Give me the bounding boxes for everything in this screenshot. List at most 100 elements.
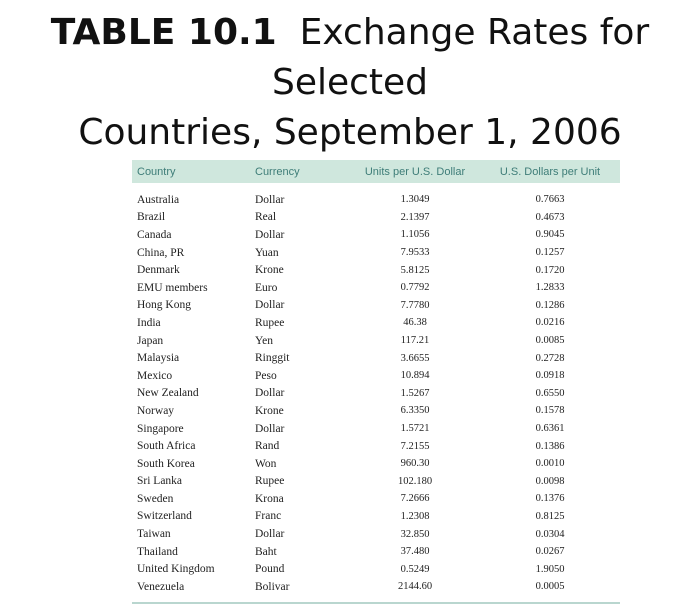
header-usd-per-unit: U.S. Dollars per Unit xyxy=(499,165,601,178)
cell-currency: Krona xyxy=(255,492,284,505)
cell-units-per-usd: 117.21 xyxy=(400,335,430,347)
cell-currency: Bolivar xyxy=(255,580,290,593)
cell-country: Malaysia xyxy=(137,352,180,365)
table-number: TABLE 10.1 xyxy=(50,12,277,53)
cell-usd-per-unit: 1.9050 xyxy=(535,563,565,575)
cell-country: Brazil xyxy=(137,211,166,224)
cell-units-per-usd: 1.5267 xyxy=(400,387,430,399)
cell-currency: Real xyxy=(255,211,277,224)
cell-usd-per-unit: 0.1376 xyxy=(535,493,565,505)
table-row: Sri Lanka Rupee 102.180 0.0098 xyxy=(132,473,620,491)
cell-units-per-usd: 10.894 xyxy=(400,370,430,382)
cell-currency: Won xyxy=(255,457,277,470)
cell-usd-per-unit: 0.0098 xyxy=(535,475,565,487)
title-line-2: Countries, September 1, 2006 xyxy=(78,112,622,153)
cell-usd-per-unit: 0.0085 xyxy=(535,335,565,347)
cell-country: South Korea xyxy=(137,457,195,470)
cell-currency: Yen xyxy=(255,334,274,347)
cell-currency: Rupee xyxy=(255,475,285,488)
table-row: Denmark Krone 5.8125 0.1720 xyxy=(132,261,620,279)
cell-units-per-usd: 2144.60 xyxy=(397,581,433,593)
cell-units-per-usd: 3.6655 xyxy=(400,352,430,364)
cell-currency: Dollar xyxy=(255,387,285,400)
title-line-1: TABLE 10.1 Exchange Rates for Selected xyxy=(0,8,700,108)
table-row: Brazil Real 2.1397 0.4673 xyxy=(132,209,620,227)
table-row: Thailand Baht 37.480 0.0267 xyxy=(132,543,620,561)
cell-currency: Dollar xyxy=(255,422,285,435)
cell-usd-per-unit: 0.1720 xyxy=(535,264,565,276)
table-row: Malaysia Ringgit 3.6655 0.2728 xyxy=(132,349,620,367)
table-row: South Korea Won 960.30 0.0010 xyxy=(132,455,620,473)
cell-units-per-usd: 0.7792 xyxy=(400,282,430,294)
cell-units-per-usd: 5.8125 xyxy=(400,264,430,276)
cell-country: United Kingdom xyxy=(137,563,215,576)
cell-usd-per-unit: 0.0267 xyxy=(535,546,565,558)
table-row: Taiwan Dollar 32.850 0.0304 xyxy=(132,525,620,543)
cell-units-per-usd: 1.5721 xyxy=(400,423,430,435)
cell-units-per-usd: 6.3350 xyxy=(400,405,430,417)
cell-units-per-usd: 7.2155 xyxy=(400,440,430,452)
cell-usd-per-unit: 0.7663 xyxy=(535,194,565,206)
table-row: India Rupee 46.38 0.0216 xyxy=(132,314,620,332)
page-title: TABLE 10.1 Exchange Rates for Selected C… xyxy=(0,8,700,158)
cell-usd-per-unit: 0.1257 xyxy=(535,247,565,259)
cell-currency: Krone xyxy=(255,264,284,277)
cell-usd-per-unit: 0.0005 xyxy=(535,581,565,593)
header-country: Country xyxy=(137,165,176,178)
cell-units-per-usd: 7.7780 xyxy=(400,299,430,311)
table-header-row: Country Currency Units per U.S. Dollar U… xyxy=(132,160,620,183)
cell-units-per-usd: 960.30 xyxy=(400,458,430,470)
cell-country: Sweden xyxy=(137,492,174,505)
table-row: EMU members Euro 0.7792 1.2833 xyxy=(132,279,620,297)
table-row: China, PR Yuan 7.9533 0.1257 xyxy=(132,244,620,262)
table-row: Venezuela Bolivar 2144.60 0.0005 xyxy=(132,578,620,596)
table-row: Japan Yen 117.21 0.0085 xyxy=(132,332,620,350)
cell-currency: Peso xyxy=(255,369,277,382)
cell-usd-per-unit: 0.6550 xyxy=(535,387,565,399)
cell-currency: Baht xyxy=(255,545,277,558)
table-row: Norway Krone 6.3350 0.1578 xyxy=(132,402,620,420)
cell-usd-per-unit: 0.9045 xyxy=(535,229,565,241)
table-row: Australia Dollar 1.3049 0.7663 xyxy=(132,191,620,209)
table-row: Sweden Krona 7.2666 0.1376 xyxy=(132,490,620,508)
cell-usd-per-unit: 0.1578 xyxy=(535,405,565,417)
cell-units-per-usd: 0.5249 xyxy=(400,563,430,575)
cell-country: Thailand xyxy=(137,545,178,558)
cell-currency: Dollar xyxy=(255,193,285,206)
cell-units-per-usd: 46.38 xyxy=(403,317,427,329)
cell-currency: Dollar xyxy=(255,299,285,312)
cell-currency: Krone xyxy=(255,404,284,417)
cell-units-per-usd: 37.480 xyxy=(400,546,430,558)
cell-usd-per-unit: 0.2728 xyxy=(535,352,565,364)
cell-country: Switzerland xyxy=(137,510,192,523)
table-row: Mexico Peso 10.894 0.0918 xyxy=(132,367,620,385)
table-row: Switzerland Franc 1.2308 0.8125 xyxy=(132,508,620,526)
title-text-part-1: Exchange Rates for Selected xyxy=(271,12,650,103)
cell-currency: Dollar xyxy=(255,528,285,541)
table-row: South Africa Rand 7.2155 0.1386 xyxy=(132,437,620,455)
cell-currency: Dollar xyxy=(255,228,285,241)
cell-usd-per-unit: 1.2833 xyxy=(535,282,565,294)
cell-usd-per-unit: 0.0216 xyxy=(535,317,565,329)
cell-country: Denmark xyxy=(137,264,180,277)
cell-currency: Euro xyxy=(255,281,278,294)
cell-country: Hong Kong xyxy=(137,299,191,312)
exchange-rate-table: Country Currency Units per U.S. Dollar U… xyxy=(132,160,620,604)
cell-country: South Africa xyxy=(137,440,196,453)
cell-country: Canada xyxy=(137,228,172,241)
cell-usd-per-unit: 0.1286 xyxy=(535,299,565,311)
cell-currency: Franc xyxy=(255,510,282,523)
cell-usd-per-unit: 0.0010 xyxy=(535,458,565,470)
cell-units-per-usd: 1.3049 xyxy=(400,194,430,206)
cell-country: EMU members xyxy=(137,281,208,294)
cell-country: Venezuela xyxy=(137,580,185,593)
cell-usd-per-unit: 0.4673 xyxy=(535,211,565,223)
table-row: Canada Dollar 1.1056 0.9045 xyxy=(132,226,620,244)
cell-units-per-usd: 102.180 xyxy=(397,475,433,487)
table-row: Singapore Dollar 1.5721 0.6361 xyxy=(132,420,620,438)
cell-usd-per-unit: 0.0918 xyxy=(535,370,565,382)
cell-country: Norway xyxy=(137,404,175,417)
table-body: Australia Dollar 1.3049 0.7663 Brazil Real 2.1… xyxy=(132,183,620,596)
table-row: Hong Kong Dollar 7.7780 0.1286 xyxy=(132,297,620,315)
cell-country: India xyxy=(137,316,161,329)
